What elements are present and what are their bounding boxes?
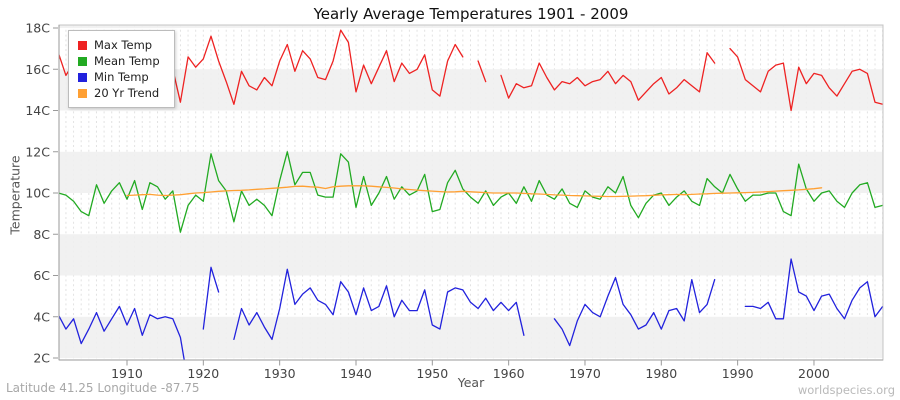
legend-item-min-temp: Min Temp xyxy=(78,69,160,85)
grid-band xyxy=(59,316,883,358)
y-axis-label: Temperature xyxy=(7,155,23,235)
grid-band xyxy=(59,69,883,111)
x-tick-label: 1940 xyxy=(340,366,372,381)
x-tick-label: 1930 xyxy=(264,366,296,381)
legend-item-mean-temp: Mean Temp xyxy=(78,53,160,69)
legend-item-trend: 20 Yr Trend xyxy=(78,85,160,101)
chart-legend: Max Temp Mean Temp Min Temp 20 Yr Trend xyxy=(68,30,175,108)
y-tick-label: 16C xyxy=(25,62,50,77)
chart-title: Yearly Average Temperatures 1901 - 2009 xyxy=(313,5,629,23)
mean-temp-swatch-icon xyxy=(78,56,87,66)
y-tick-label: 10C xyxy=(25,186,50,201)
grid-band xyxy=(59,25,883,28)
20-yr-trend-line xyxy=(126,185,823,198)
y-tick-label: 18C xyxy=(25,21,50,36)
x-tick-label: 1980 xyxy=(645,366,677,381)
min-temp-line xyxy=(59,258,883,360)
y-tick-label: 6C xyxy=(33,268,50,283)
watermark-text: worldspecies.org xyxy=(797,383,895,397)
x-tick-label: 1920 xyxy=(187,366,219,381)
legend-label: Max Temp xyxy=(94,38,153,52)
grid-band xyxy=(59,151,883,193)
x-tick-label: 1910 xyxy=(111,366,143,381)
y-tick-label: 12C xyxy=(25,144,50,159)
trend-swatch-icon xyxy=(78,88,87,98)
mean-temp-line xyxy=(59,151,883,233)
y-tick-label: 8C xyxy=(33,227,50,242)
x-tick-label: 2000 xyxy=(798,366,830,381)
min-temp-swatch-icon xyxy=(78,72,87,82)
max-temp-swatch-icon xyxy=(78,40,87,50)
x-tick-label: 1990 xyxy=(722,366,754,381)
y-tick-label: 4C xyxy=(33,309,50,324)
x-tick-label: 1960 xyxy=(493,366,525,381)
y-tick-label: 2C xyxy=(33,351,50,366)
max-temp-line xyxy=(59,29,883,112)
x-tick-label: 1970 xyxy=(569,366,601,381)
y-tick-label: 14C xyxy=(25,103,50,118)
coordinates-text: Latitude 41.25 Longitude -87.75 xyxy=(6,381,200,395)
plot-area xyxy=(59,25,883,360)
legend-item-max-temp: Max Temp xyxy=(78,37,160,53)
legend-label: Min Temp xyxy=(94,70,149,84)
legend-label: Mean Temp xyxy=(94,54,160,68)
x-axis-label: Year xyxy=(457,375,485,390)
x-tick-label: 1950 xyxy=(416,366,448,381)
legend-label: 20 Yr Trend xyxy=(94,86,160,100)
grid-band xyxy=(59,234,883,276)
